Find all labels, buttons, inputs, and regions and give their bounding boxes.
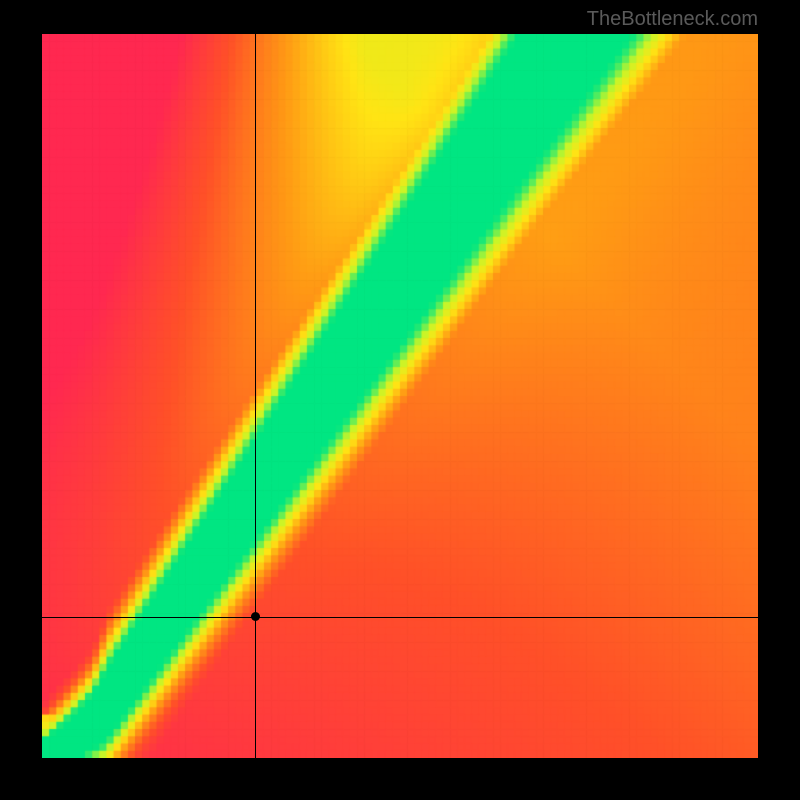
heatmap-plot — [42, 34, 758, 758]
chart-container: TheBottleneck.com — [0, 0, 800, 800]
crosshair-vertical — [255, 34, 256, 758]
watermark-text: TheBottleneck.com — [587, 8, 758, 31]
crosshair-horizontal — [42, 617, 758, 618]
heatmap-canvas — [42, 34, 758, 758]
